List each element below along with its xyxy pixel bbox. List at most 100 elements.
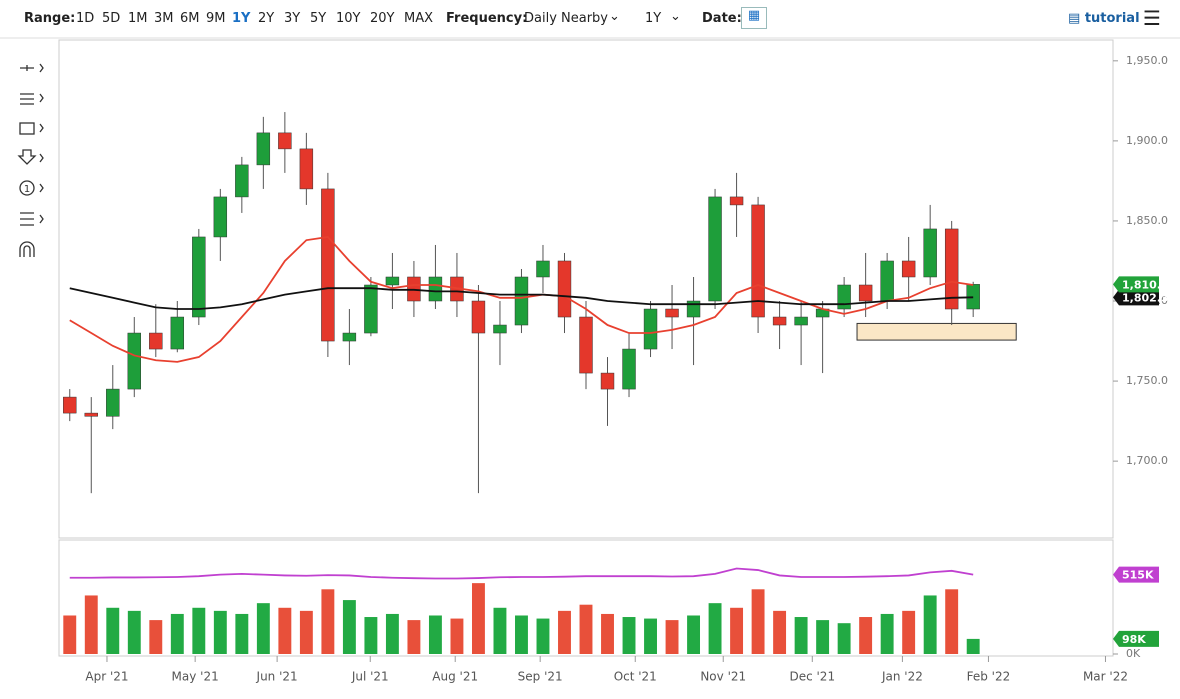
candle-body bbox=[256, 132, 271, 166]
y-tick-label: 1,750.0 bbox=[1126, 374, 1168, 387]
x-tick-label: Aug '21 bbox=[432, 670, 478, 684]
candle-body bbox=[579, 316, 593, 374]
price-badge-label: 1,802.3 bbox=[1122, 291, 1169, 304]
range-button[interactable]: 5D bbox=[102, 11, 121, 26]
volume-bar bbox=[385, 613, 399, 654]
candle-body bbox=[794, 316, 808, 326]
dropdown-caret: ⌄ bbox=[670, 9, 681, 24]
date-label: Date: bbox=[702, 11, 742, 26]
candle-body bbox=[471, 300, 486, 334]
candle-body bbox=[858, 284, 873, 302]
volume-bar bbox=[84, 595, 98, 654]
volume-bar bbox=[794, 617, 808, 654]
volume-bar bbox=[106, 607, 120, 654]
volume-bar bbox=[342, 600, 356, 654]
range-button[interactable]: 3Y bbox=[284, 11, 301, 26]
volume-bar bbox=[923, 595, 937, 654]
candle-body bbox=[772, 316, 787, 326]
volume-bar bbox=[192, 607, 206, 654]
tool-icon-text: 1 bbox=[24, 184, 30, 195]
volume-bar bbox=[644, 618, 657, 654]
x-tick-label: Sep '21 bbox=[518, 670, 563, 684]
x-tick-label: Oct '21 bbox=[614, 670, 657, 684]
x-tick-label: Feb '22 bbox=[967, 670, 1011, 684]
volume-bar bbox=[515, 615, 528, 654]
volume-bar bbox=[235, 613, 249, 654]
volume-bar bbox=[902, 610, 916, 654]
volume-bar bbox=[579, 604, 593, 654]
x-tick-label: Jun '21 bbox=[256, 670, 298, 684]
price-badge-label: 1,810.4 bbox=[1122, 278, 1169, 291]
candle-body bbox=[514, 276, 529, 326]
range-button[interactable]: 1D bbox=[76, 11, 95, 26]
range-button[interactable]: 6M bbox=[180, 11, 200, 26]
candle-body bbox=[944, 228, 959, 310]
volume-bar bbox=[299, 610, 313, 654]
range-button[interactable]: 2Y bbox=[258, 11, 275, 26]
volume-bar bbox=[665, 620, 679, 654]
volume-bar bbox=[622, 617, 636, 654]
volume-pane bbox=[58, 539, 1114, 657]
candle-body bbox=[708, 196, 722, 302]
volume-bar bbox=[170, 613, 184, 654]
volume-bar bbox=[256, 603, 270, 654]
range-button[interactable]: 1Y bbox=[232, 11, 251, 26]
candle-body bbox=[729, 196, 744, 206]
volume-bar bbox=[966, 638, 980, 654]
x-tick-label: Jan '22 bbox=[881, 670, 923, 684]
candle-body bbox=[299, 148, 314, 190]
candle-body bbox=[385, 276, 400, 286]
range-button[interactable]: 3M bbox=[154, 11, 174, 26]
volume-bar bbox=[149, 620, 163, 654]
range-button[interactable]: MAX bbox=[404, 11, 434, 26]
candle-body bbox=[149, 332, 163, 350]
candle-body bbox=[84, 412, 98, 417]
period-select[interactable]: 1Y bbox=[645, 11, 662, 26]
price-badge bbox=[1113, 276, 1159, 293]
volume-bar bbox=[816, 620, 830, 654]
price-badge-label: 515K bbox=[1122, 569, 1154, 582]
frequency-select[interactable]: Daily Nearby bbox=[524, 11, 609, 26]
moving-average bbox=[69, 567, 974, 580]
volume-bar bbox=[63, 615, 77, 654]
volume-bar bbox=[278, 607, 292, 654]
volume-bar bbox=[493, 607, 507, 654]
volume-bar bbox=[687, 615, 701, 654]
candle-body bbox=[751, 204, 765, 318]
volume-bar bbox=[450, 618, 464, 654]
menu-button[interactable]: ☰ bbox=[1143, 6, 1161, 30]
volume-bar bbox=[213, 610, 227, 654]
range-button[interactable]: 1M bbox=[128, 11, 148, 26]
drawing-tools[interactable] bbox=[17, 63, 44, 257]
volume-bar bbox=[945, 589, 959, 654]
y-tick-label: 1,850.0 bbox=[1126, 214, 1168, 227]
volume-bar bbox=[321, 589, 335, 654]
dropdown-caret: ⌄ bbox=[609, 9, 620, 24]
tutorial-text: tutorial bbox=[1084, 11, 1140, 26]
candle-body bbox=[901, 260, 916, 278]
candle-body bbox=[321, 188, 335, 342]
candle-body bbox=[536, 260, 550, 278]
volume-bar bbox=[708, 603, 722, 654]
volume-bar bbox=[127, 610, 141, 654]
x-tick-label: May '21 bbox=[172, 670, 219, 684]
candle-body bbox=[600, 372, 615, 390]
candle-body bbox=[213, 196, 228, 238]
range-button[interactable]: 10Y bbox=[336, 11, 361, 26]
frequency-label: Frequency: bbox=[446, 11, 528, 26]
range-button[interactable]: 9M bbox=[206, 11, 226, 26]
x-tick-label: Apr '21 bbox=[85, 670, 128, 684]
candle-body bbox=[880, 260, 894, 302]
range-button[interactable]: 20Y bbox=[370, 11, 395, 26]
y-tick-label: 0K bbox=[1126, 647, 1141, 660]
volume-bar bbox=[558, 610, 571, 654]
moving-average bbox=[69, 287, 974, 310]
range-button[interactable]: 5Y bbox=[310, 11, 327, 26]
toolbar: Range: 1D 5D 1M 3M 6M 9M 1Y 2Y 3Y 5Y 10Y 20Y MAX Fre… bbox=[0, 0, 1180, 38]
volume-bar bbox=[471, 583, 485, 654]
support-zone bbox=[856, 322, 1017, 341]
y-tick-label: 1,700.0 bbox=[1126, 454, 1168, 467]
tutorial-link[interactable]: ▤ tutorial bbox=[1068, 11, 1140, 26]
date-picker[interactable]: ▦ bbox=[741, 7, 767, 29]
